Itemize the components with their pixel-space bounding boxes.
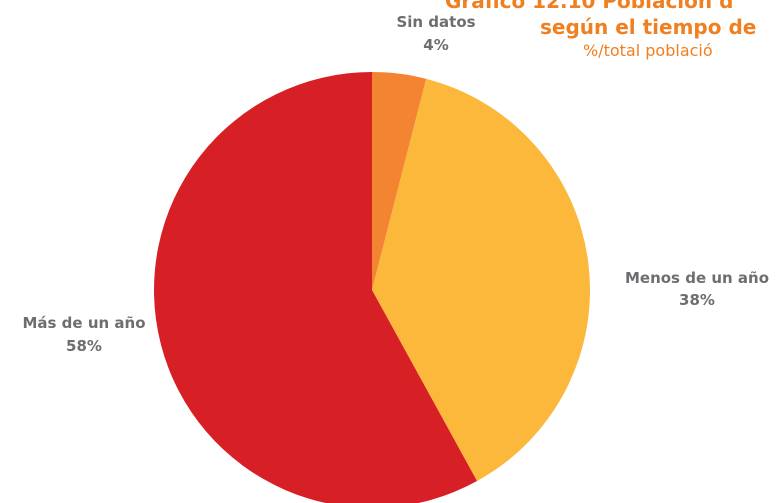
chart-subtitle: %/total població [583,41,713,60]
value-label: 38% [679,291,715,309]
value-label: 58% [66,337,102,355]
value-label: 4% [423,36,448,54]
pie-slice [372,72,427,290]
chart-title: Gráfico 12.10 Población d [445,0,733,13]
pie-slice [154,72,478,503]
pie-slice [372,78,591,482]
slice-label: Más de un año [22,314,145,332]
slice-label: Menos de un año [625,269,769,287]
chart-title: según el tiempo de [540,15,756,39]
slice-label: Sin datos [396,13,475,31]
